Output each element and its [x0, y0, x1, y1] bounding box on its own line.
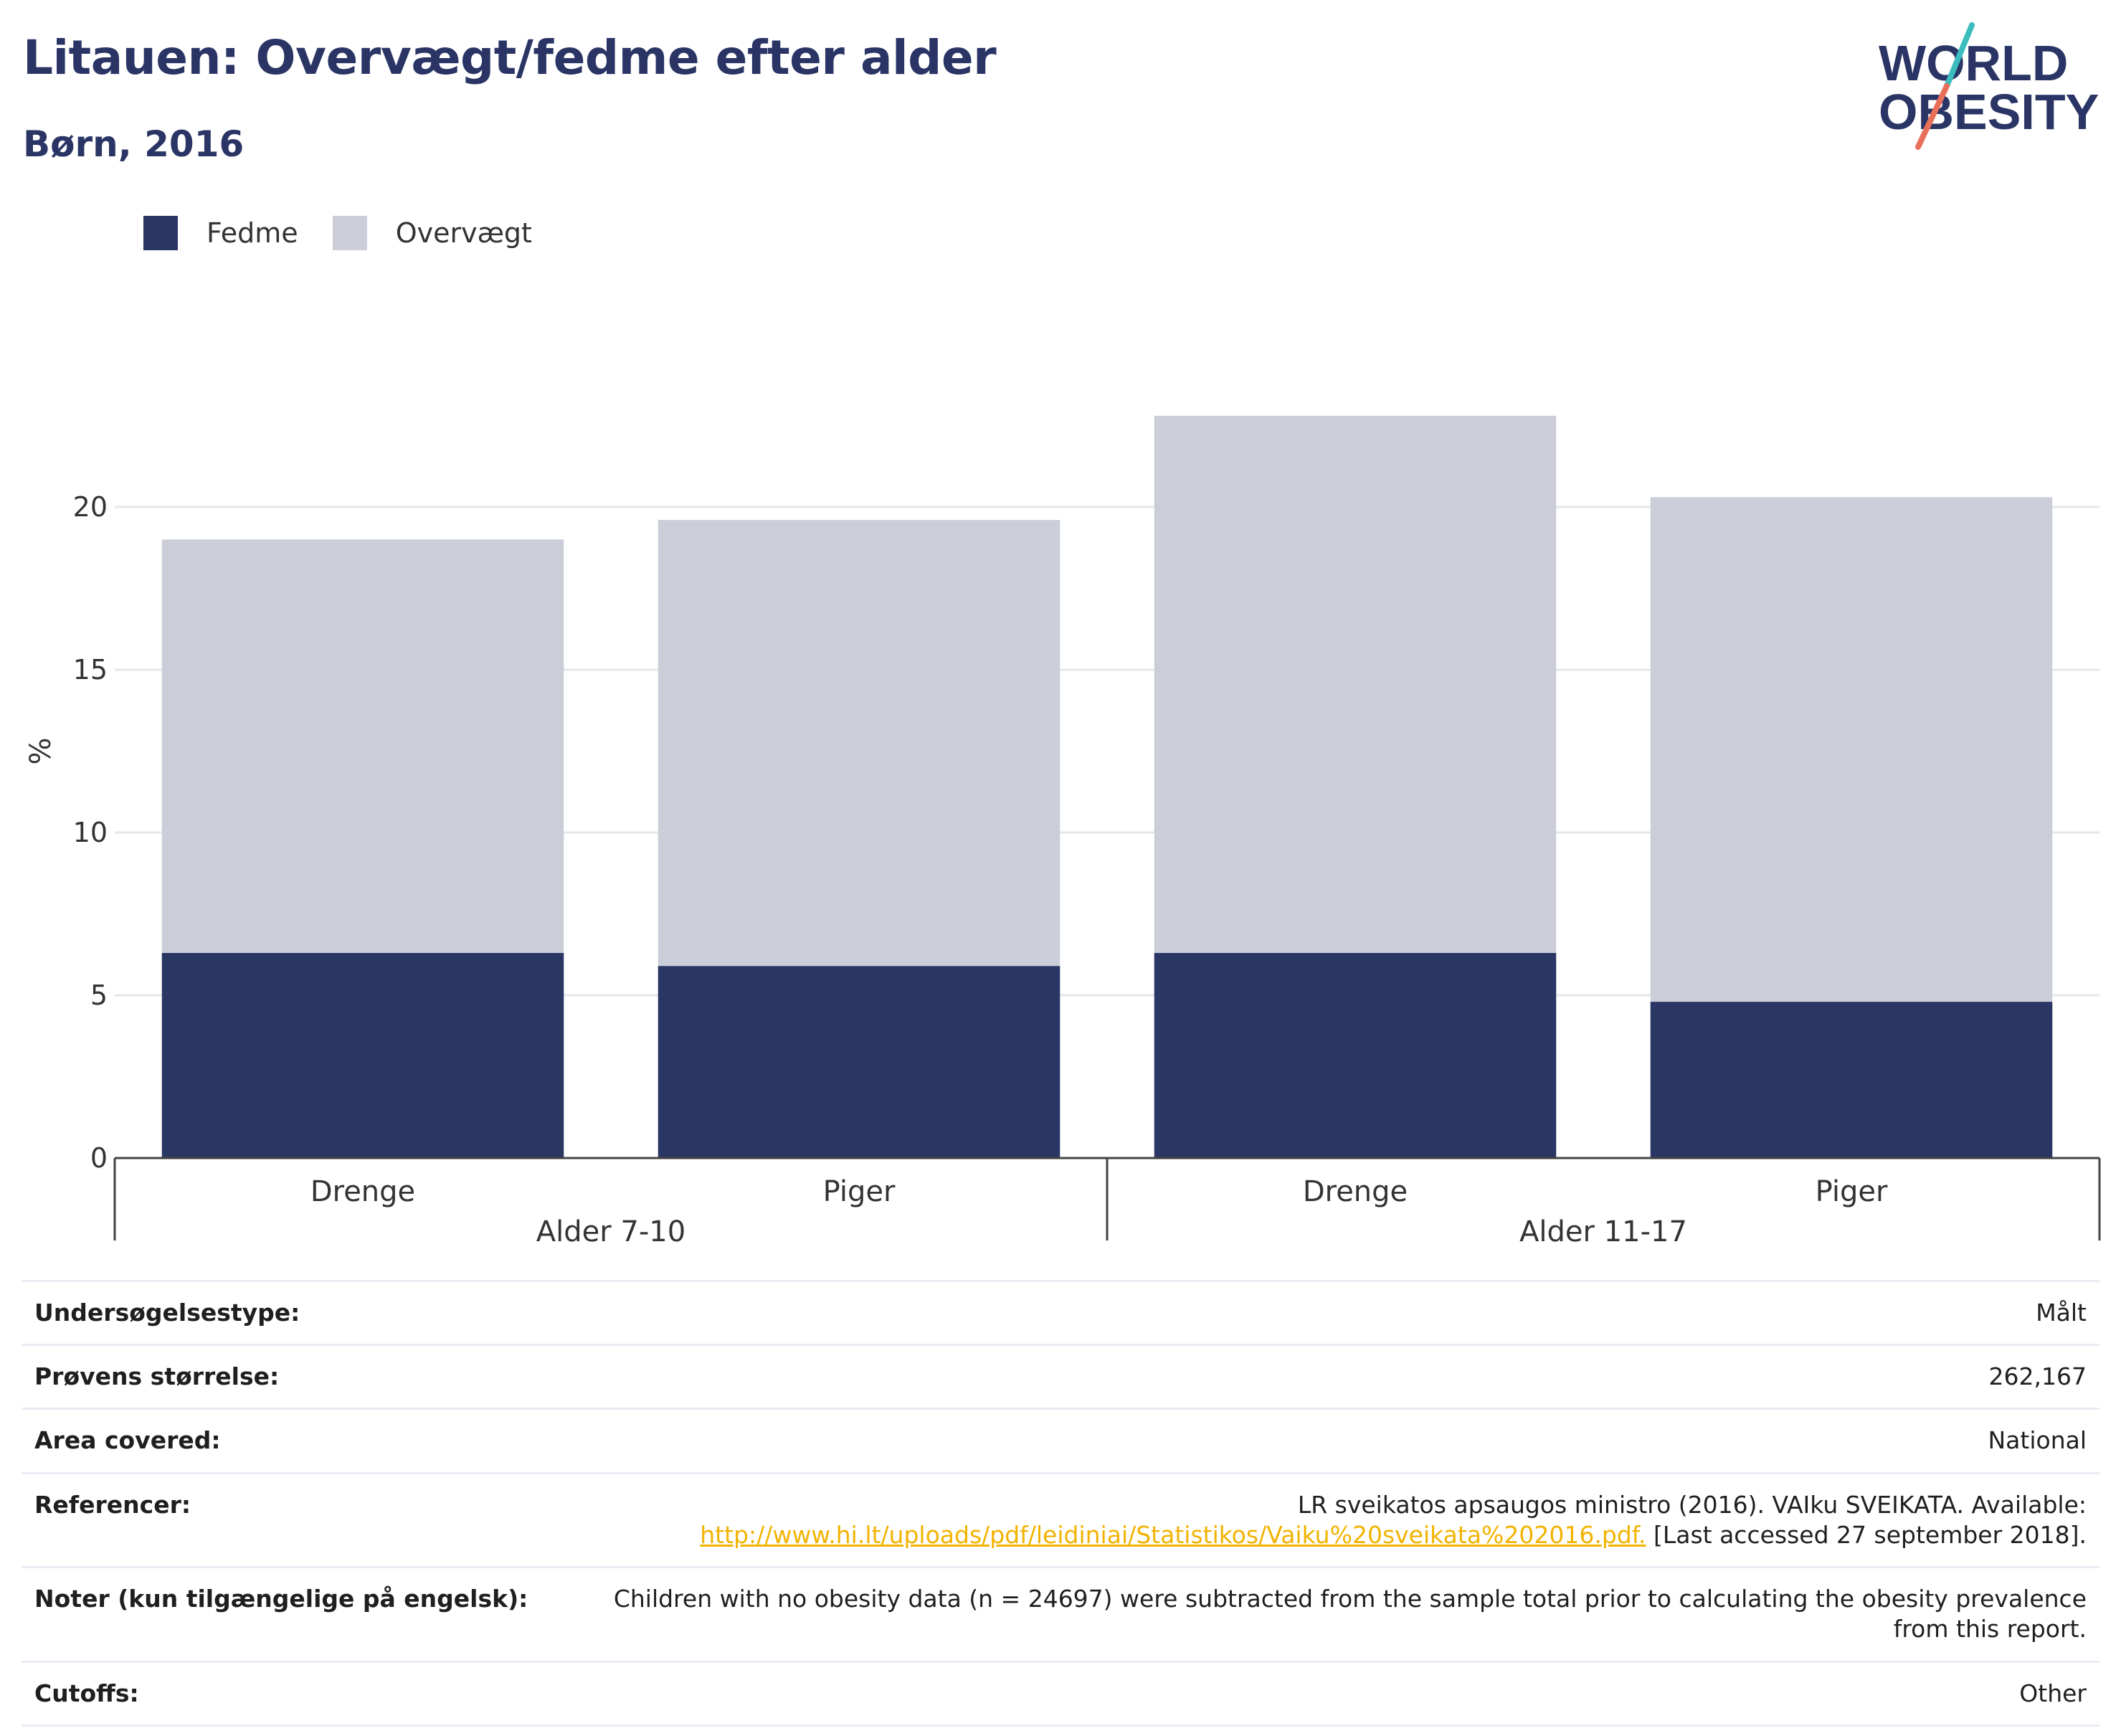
y-tick-label: 15: [73, 654, 108, 686]
world-obesity-logo: WORLD OBESITY: [1879, 22, 2099, 150]
logo-slash-top: [1944, 22, 1975, 89]
bar-overvaegt: [1154, 415, 1557, 953]
logo-slash-bottom: [1915, 83, 1950, 150]
bar-fedme: [658, 966, 1060, 1158]
logo-line1: WORLD: [1879, 35, 2068, 91]
info-value: Other: [2019, 1679, 2087, 1707]
x-tick-label: Drenge: [310, 1175, 415, 1208]
info-table: Undersøgelsestype: Målt Prøvens størrels…: [22, 1280, 2099, 1727]
y-axis-label: %: [24, 737, 57, 764]
bar-overvaegt: [161, 539, 564, 953]
legend-label-fedme: Fedme: [207, 217, 298, 249]
chart-subtitle: Børn, 2016: [23, 123, 245, 165]
legend-label-overvaegt: Overvægt: [395, 217, 532, 249]
x-tick-label: Piger: [1816, 1175, 1888, 1208]
legend-item-fedme[interactable]: Fedme: [143, 216, 298, 250]
group-label: Alder 7-10: [536, 1215, 685, 1248]
y-tick-label: 5: [90, 980, 108, 1011]
info-row-cutoffs: Cutoffs: Other: [22, 1661, 2099, 1726]
y-tick-label: 20: [73, 491, 108, 523]
bar-overvaegt: [658, 520, 1060, 967]
info-value: LR sveikatos apsaugos ministro (2016). V…: [541, 1473, 2099, 1567]
info-label: Prøvens størrelse:: [34, 1362, 280, 1391]
info-label: Cutoffs:: [34, 1679, 139, 1707]
info-row-references: Referencer: LR sveikatos apsaugos minist…: [22, 1473, 2099, 1567]
chart-title: Litauen: Overvægt/fedme efter alder: [23, 30, 997, 85]
reference-text: LR sveikatos apsaugos ministro (2016). V…: [1297, 1490, 2087, 1519]
legend-swatch-fedme: [143, 216, 178, 250]
bar-overvaegt: [1650, 497, 2053, 1002]
info-row-area: Area covered: National: [22, 1408, 2099, 1473]
info-row-survey-type: Undersøgelsestype: Målt: [22, 1281, 2099, 1345]
info-value: 262,167: [1988, 1362, 2087, 1391]
info-value: Children with no obesity data (n = 24697…: [613, 1585, 2087, 1643]
bar-fedme: [1650, 1002, 2053, 1158]
info-value: National: [1988, 1426, 2087, 1455]
info-label: Referencer:: [34, 1490, 191, 1519]
info-label: Noter (kun tilgængelige på engelsk):: [34, 1585, 528, 1613]
info-label: Area covered:: [34, 1426, 221, 1455]
logo-line2: OBESITY: [1879, 84, 2099, 140]
info-row-sample-size: Prøvens størrelse: 262,167: [22, 1344, 2099, 1409]
reference-accessed: [Last accessed 27 september 2018].: [1653, 1520, 2087, 1549]
info-row-notes: Noter (kun tilgængelige på engelsk): Chi…: [22, 1567, 2099, 1661]
bar-chart: 0 5 10 15 20% Drenge Piger Drenge Piger Alder 7-1…: [24, 415, 2101, 1248]
chart-legend: Fedme Overvægt: [143, 212, 566, 255]
group-label: Alder 11-17: [1519, 1215, 1687, 1248]
y-tick-label: 10: [73, 817, 108, 848]
reference-link[interactable]: http://www.hi.lt/uploads/pdf/leidiniai/S…: [700, 1520, 1646, 1549]
y-tick-label: 0: [90, 1142, 108, 1174]
bar-fedme: [1154, 952, 1557, 1158]
legend-item-overvaegt[interactable]: Overvægt: [332, 216, 532, 250]
x-tick-label: Drenge: [1303, 1175, 1408, 1208]
x-tick-label: Piger: [823, 1175, 896, 1208]
bar-fedme: [161, 952, 564, 1158]
legend-swatch-overvaegt: [332, 216, 367, 250]
info-label: Undersøgelsestype:: [34, 1299, 300, 1327]
info-value: Målt: [2036, 1299, 2087, 1327]
